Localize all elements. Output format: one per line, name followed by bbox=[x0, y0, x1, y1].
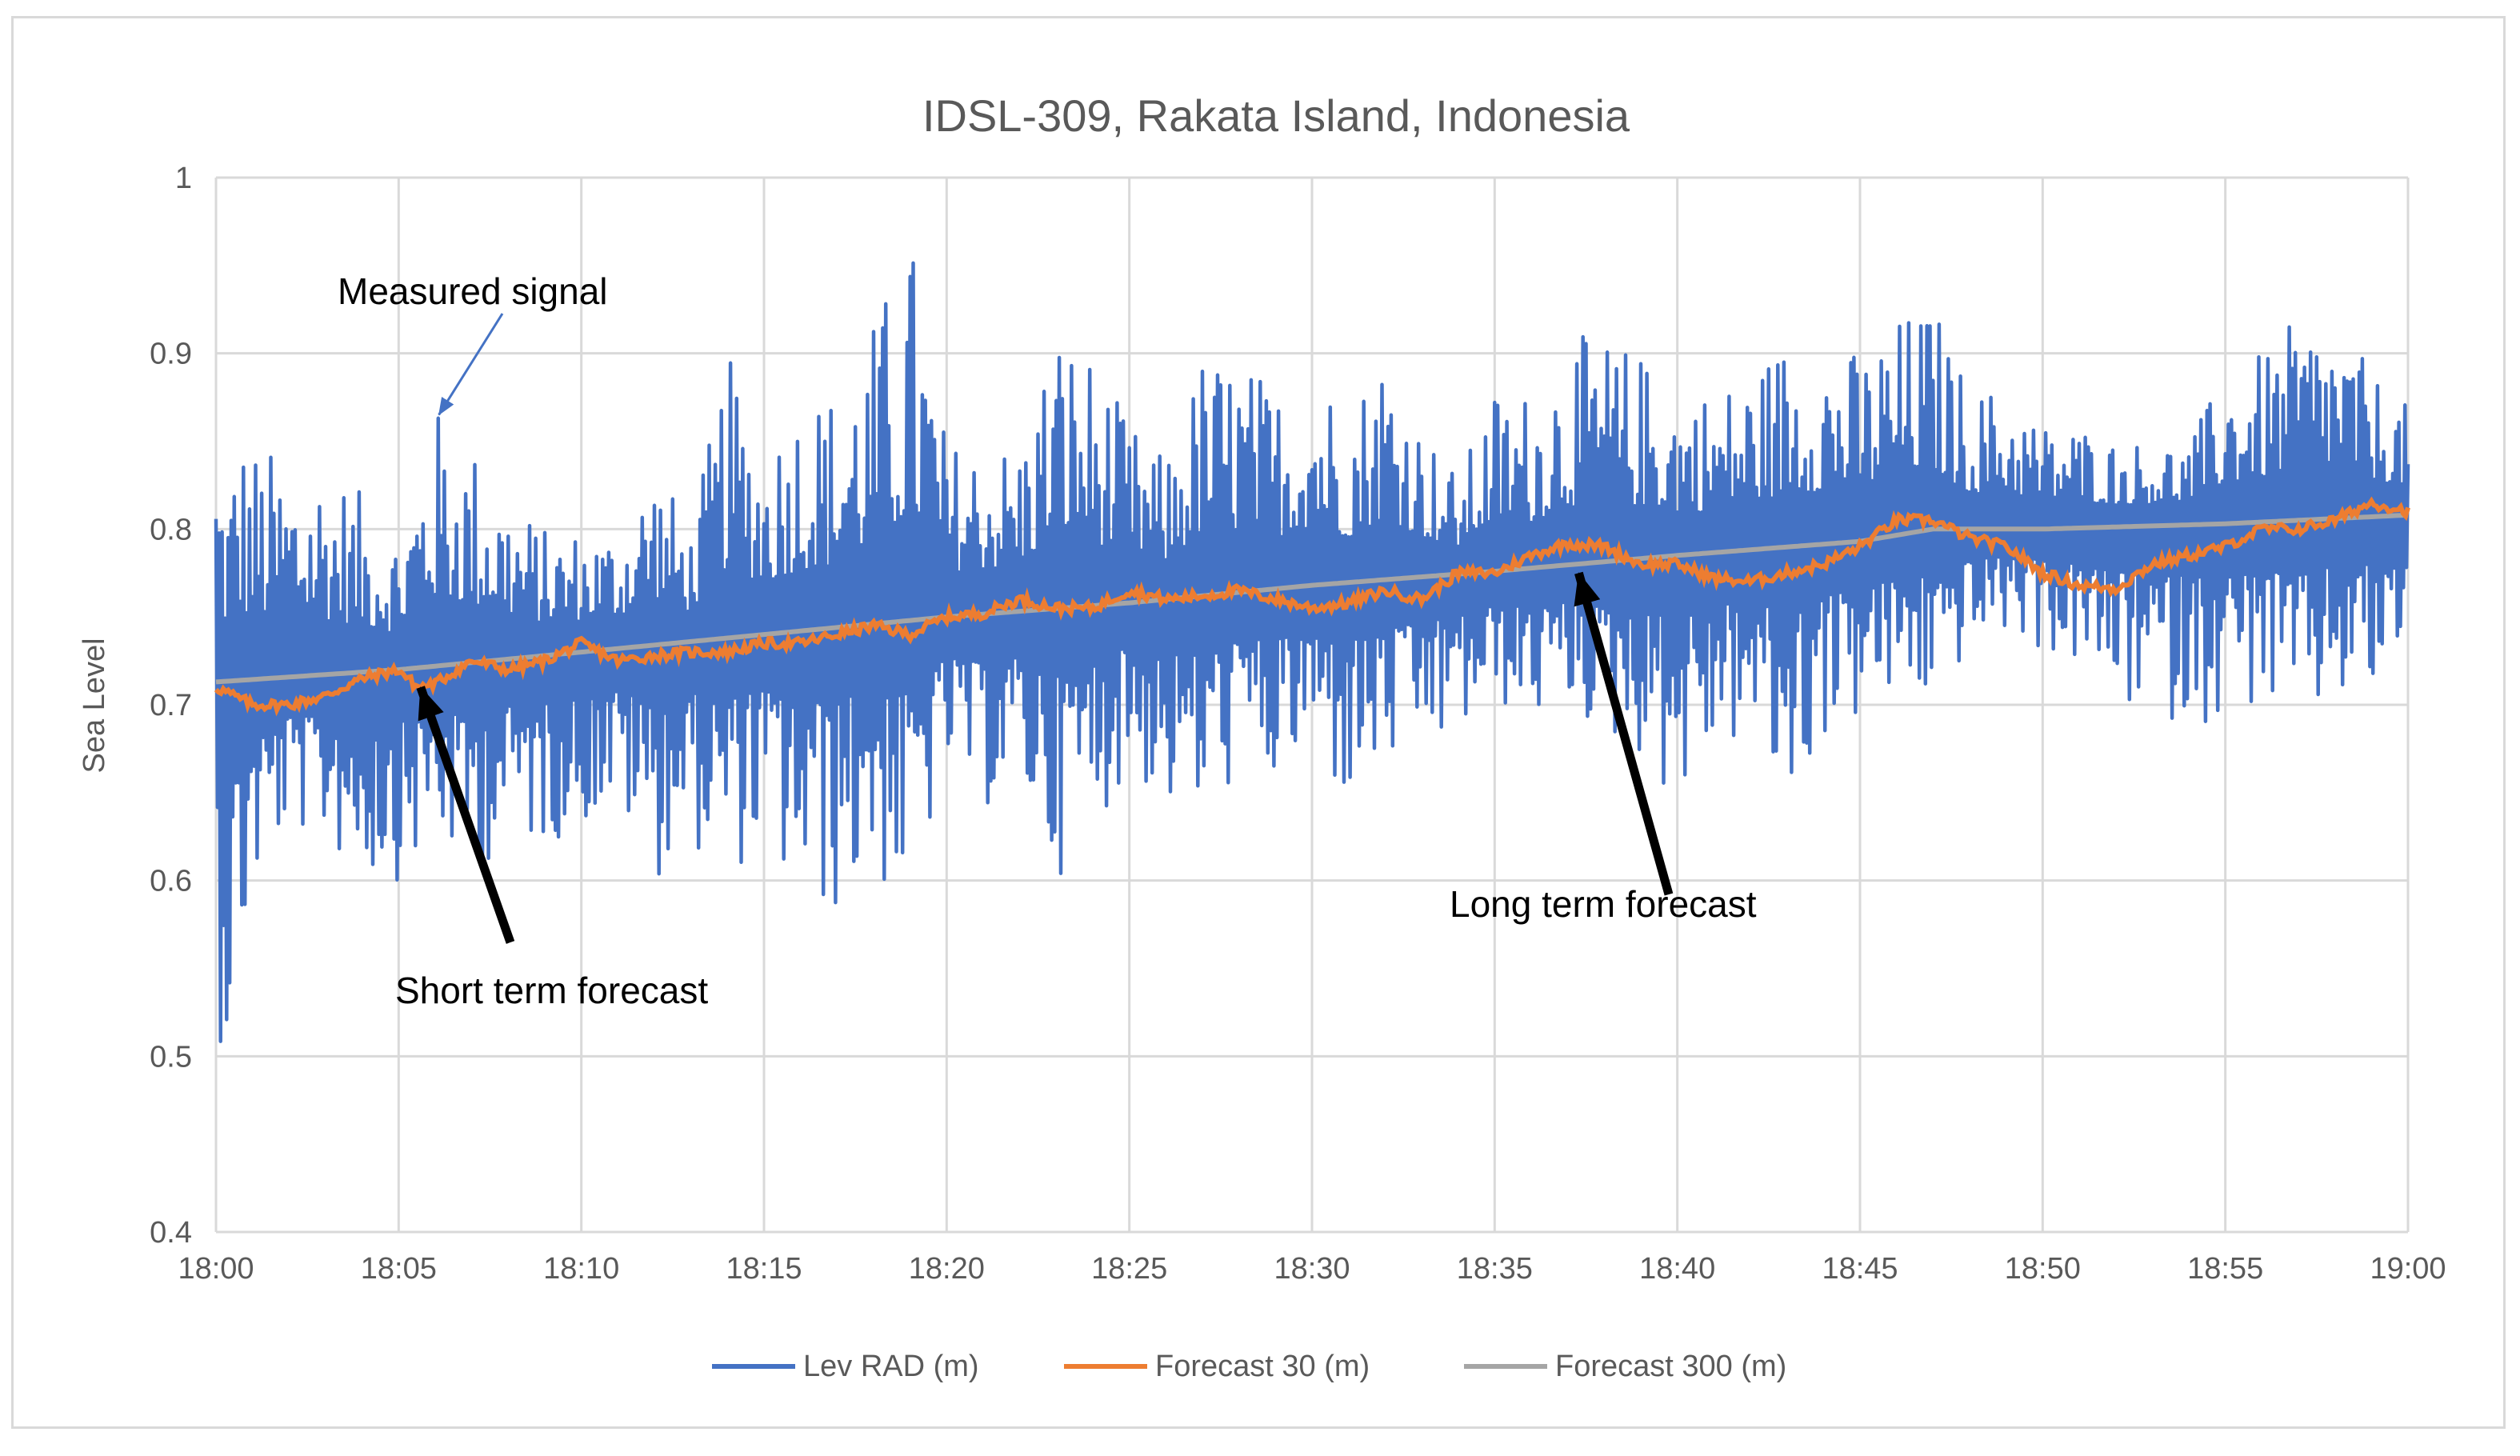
legend-label: Forecast 300 (m) bbox=[1555, 1350, 1786, 1383]
y-tick-label: 0.6 bbox=[150, 865, 192, 898]
x-tick-label: 18:05 bbox=[361, 1252, 437, 1286]
legend-label: Forecast 30 (m) bbox=[1155, 1350, 1370, 1383]
y-tick-label: 0.8 bbox=[150, 513, 192, 546]
x-tick-label: 18:55 bbox=[2187, 1252, 2263, 1286]
x-tick-label: 18:40 bbox=[1639, 1252, 1715, 1286]
legend-label: Lev RAD (m) bbox=[803, 1350, 979, 1383]
x-tick-label: 18:35 bbox=[1457, 1252, 1533, 1286]
y-tick-label: 0.4 bbox=[150, 1216, 192, 1250]
x-tick-label: 18:50 bbox=[2005, 1252, 2081, 1286]
annotations: Measured signal Short term forecast Long t… bbox=[338, 270, 1757, 1011]
annotation-arrow bbox=[1574, 571, 1674, 896]
annotation-arrow bbox=[438, 313, 504, 416]
plot-area bbox=[214, 261, 2410, 1043]
annotation-label: Measured signal bbox=[338, 270, 608, 312]
x-tick-label: 18:25 bbox=[1091, 1252, 1167, 1286]
x-tick-label: 19:00 bbox=[2370, 1252, 2446, 1286]
series-line-measured bbox=[214, 261, 2410, 1043]
axis-ticks: 0.4 0.5 0.6 0.7 0.8 0.9 1 18:00 18:05 18:10 18:15 1… bbox=[150, 162, 2446, 1286]
x-tick-label: 18:30 bbox=[1274, 1252, 1350, 1286]
y-tick-label: 0.9 bbox=[150, 338, 192, 371]
y-axis-label: Sea Level bbox=[78, 638, 111, 773]
annotation-arrow bbox=[416, 686, 515, 944]
x-tick-label: 18:10 bbox=[543, 1252, 619, 1286]
x-tick-label: 18:45 bbox=[1822, 1252, 1898, 1286]
series-line-forecast-30 bbox=[214, 496, 2410, 717]
annotation-label: Short term forecast bbox=[395, 970, 708, 1011]
chart-title: IDSL-309, Rakata Island, Indonesia bbox=[922, 90, 1630, 141]
annotation-label: Long term forecast bbox=[1450, 883, 1757, 925]
x-tick-label: 18:20 bbox=[909, 1252, 985, 1286]
y-tick-label: 0.5 bbox=[150, 1040, 192, 1074]
x-tick-label: 18:15 bbox=[726, 1252, 802, 1286]
x-tick-label: 18:00 bbox=[178, 1252, 254, 1286]
y-tick-label: 1 bbox=[175, 162, 192, 195]
legend: Lev RAD (m) Forecast 30 (m) Forecast 300 (… bbox=[712, 1350, 1786, 1383]
y-tick-label: 0.7 bbox=[150, 689, 192, 722]
series-line-forecast-300 bbox=[215, 512, 2409, 685]
